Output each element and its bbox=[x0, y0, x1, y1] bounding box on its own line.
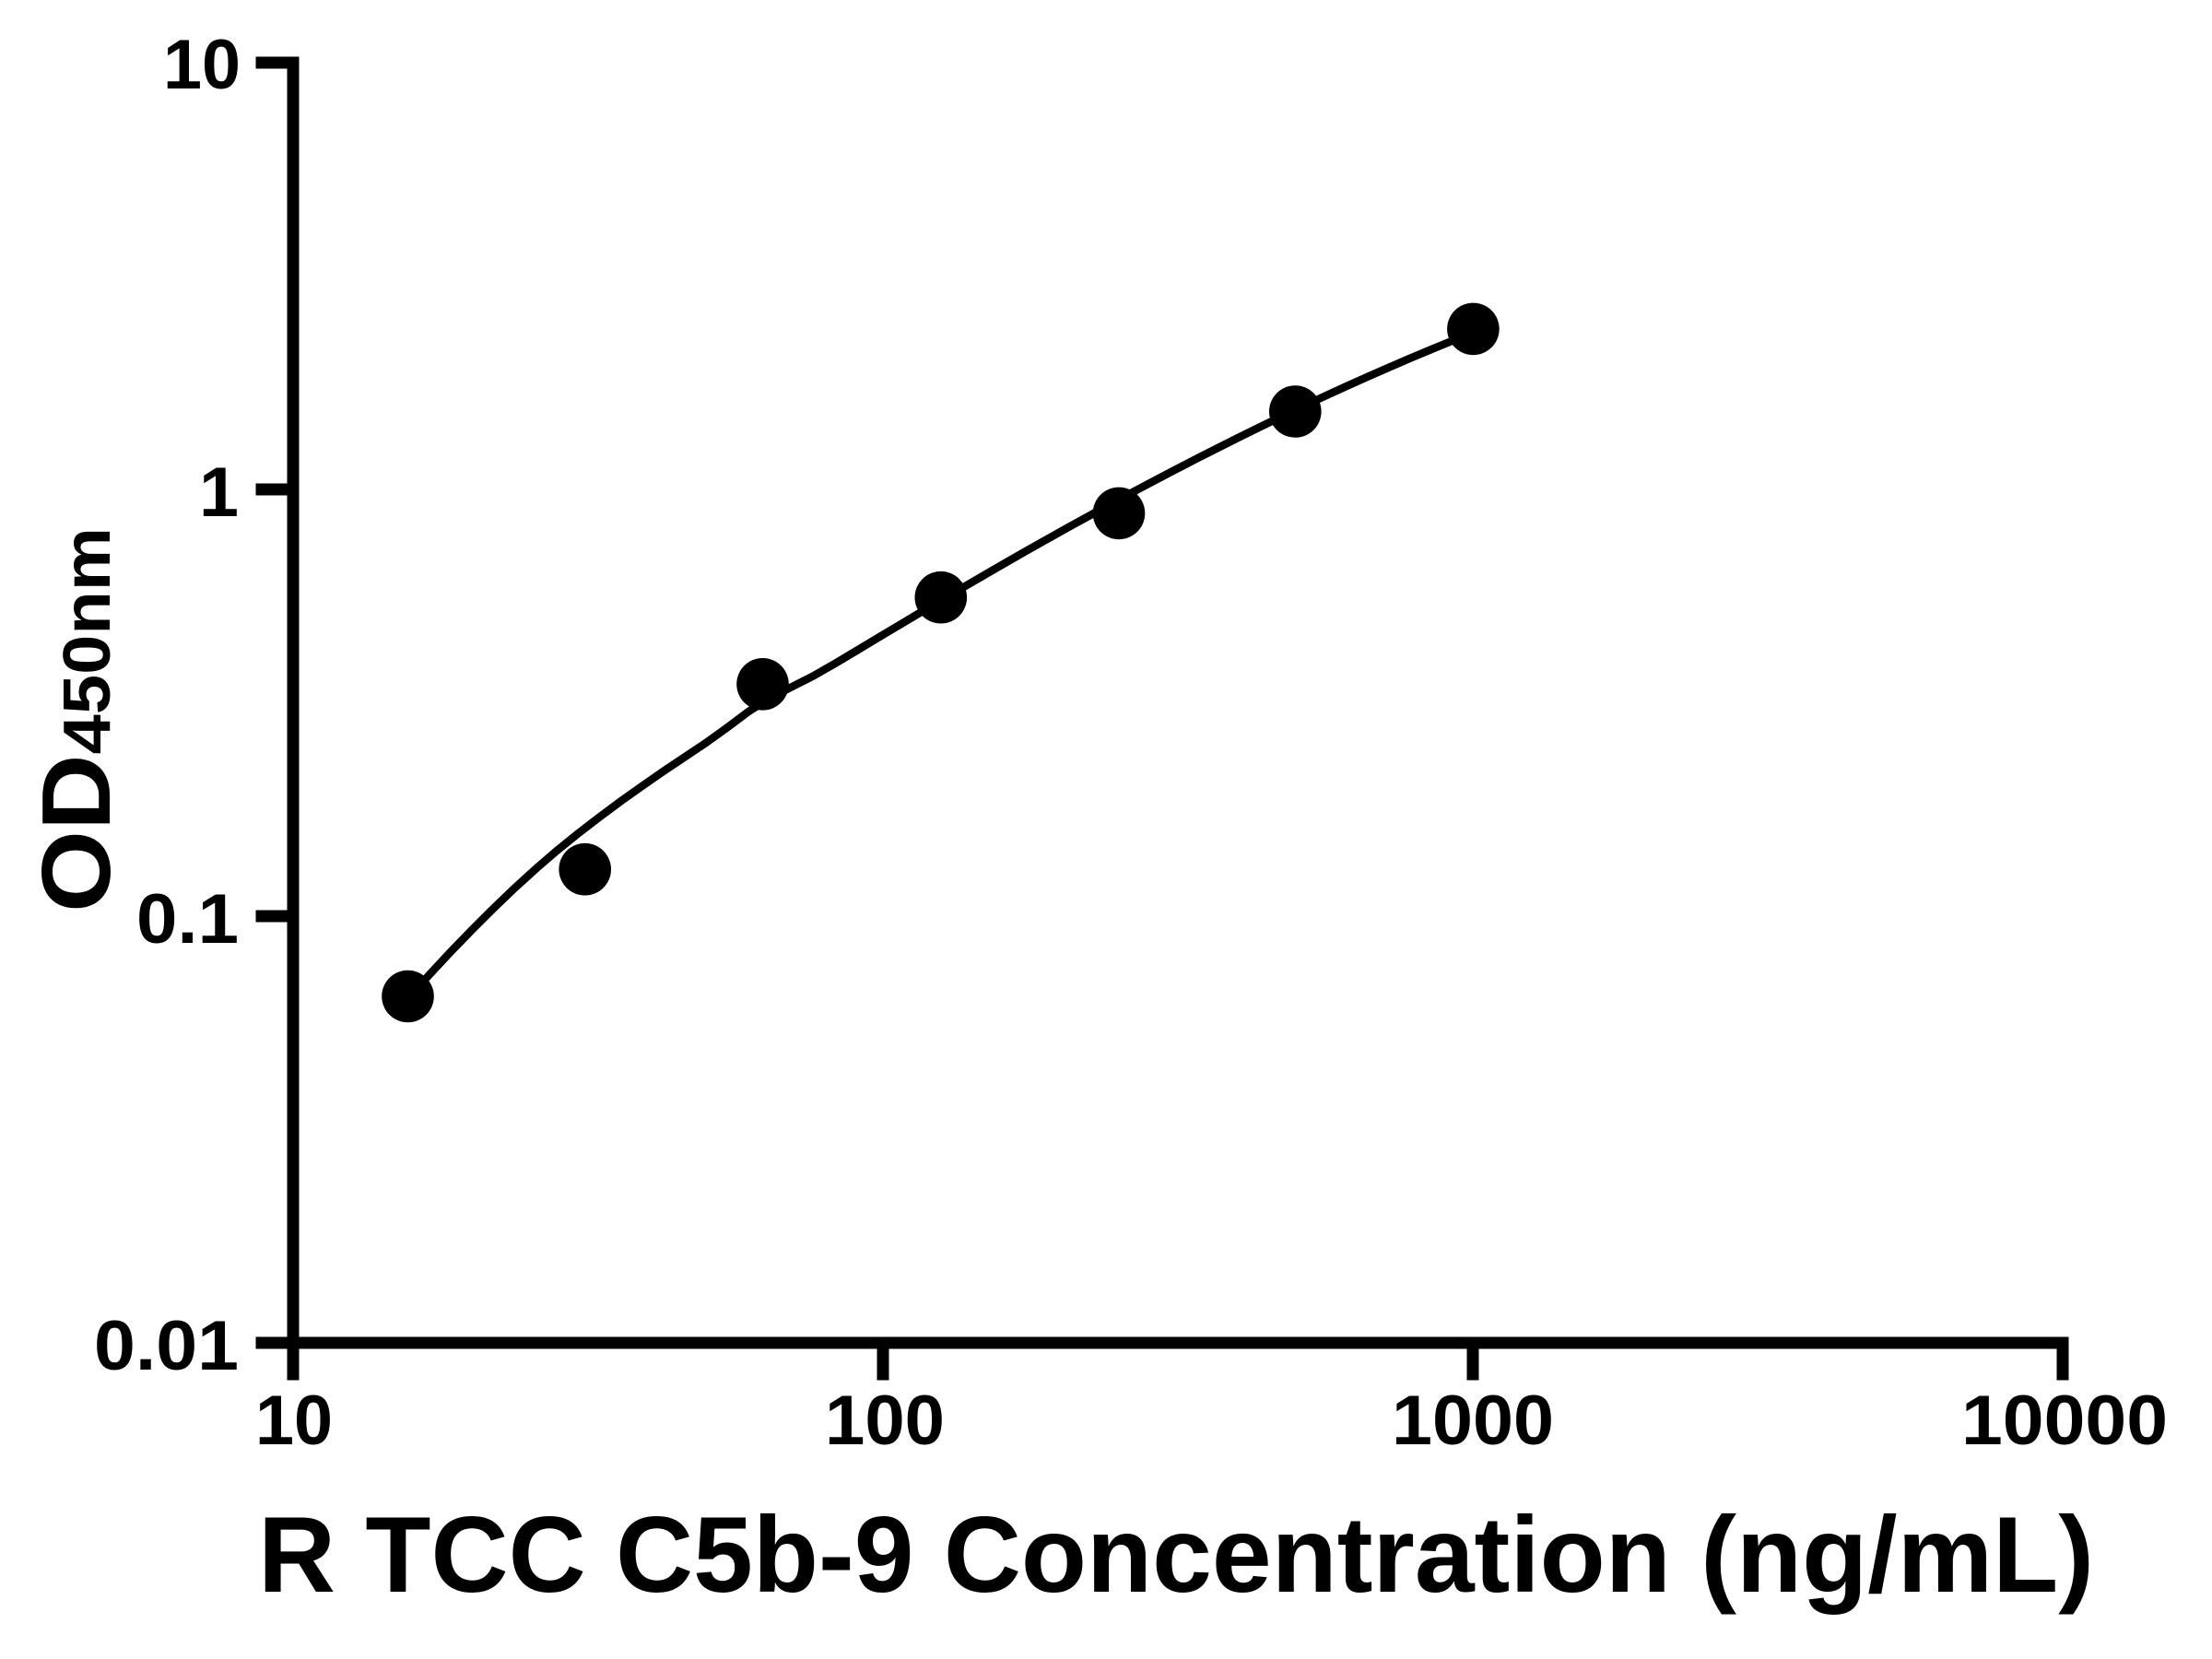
svg-text:1000: 1000 bbox=[1392, 1382, 1554, 1460]
svg-text:100: 100 bbox=[825, 1382, 945, 1460]
svg-text:1: 1 bbox=[199, 453, 239, 532]
svg-text:10: 10 bbox=[255, 1382, 333, 1460]
svg-text:0.1: 0.1 bbox=[136, 880, 239, 959]
svg-text:10000: 10000 bbox=[1961, 1382, 2168, 1460]
svg-text:10: 10 bbox=[163, 26, 241, 104]
svg-text:0.01: 0.01 bbox=[94, 1307, 239, 1385]
svg-text:R TCC C5b-9 Concentration (ng/: R TCC C5b-9 Concentration (ng/mL) bbox=[258, 1494, 2094, 1615]
